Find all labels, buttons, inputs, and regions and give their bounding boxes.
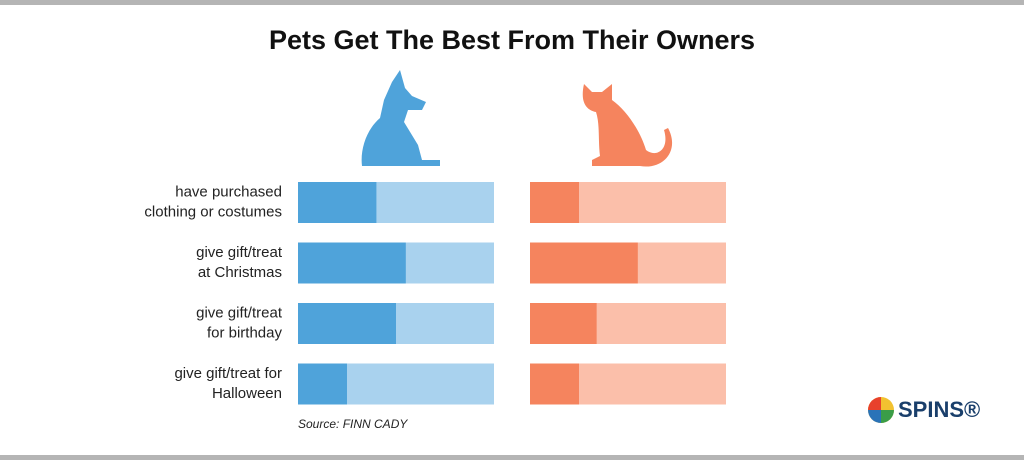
logo-text: SPINS® xyxy=(898,397,980,422)
category-label: have purchased clothing or costumes xyxy=(144,183,282,220)
bar xyxy=(298,242,406,284)
bar xyxy=(530,242,638,284)
chart-title: Pets Get The Best From Their Owners xyxy=(269,25,755,55)
bottom-border xyxy=(0,455,1024,460)
bar xyxy=(530,182,579,223)
logo-globe-part xyxy=(868,410,881,423)
bar xyxy=(530,363,579,405)
source: Source: FINN CADY xyxy=(298,417,408,431)
category-label: give gift/treat for Halloween xyxy=(174,365,282,402)
bar xyxy=(298,182,377,223)
logo-globe-part xyxy=(868,397,881,410)
bar xyxy=(298,363,347,405)
logo: SPINS® xyxy=(868,397,980,423)
top-border xyxy=(0,0,1024,5)
category-label: give gift/treat at Christmas xyxy=(196,244,283,281)
cat-icon xyxy=(582,84,673,167)
dog-icon xyxy=(361,70,440,166)
category-label: give gift/treat for birthday xyxy=(196,304,283,341)
bar xyxy=(298,303,396,344)
logo-globe-part xyxy=(881,410,894,423)
bar xyxy=(530,303,597,344)
